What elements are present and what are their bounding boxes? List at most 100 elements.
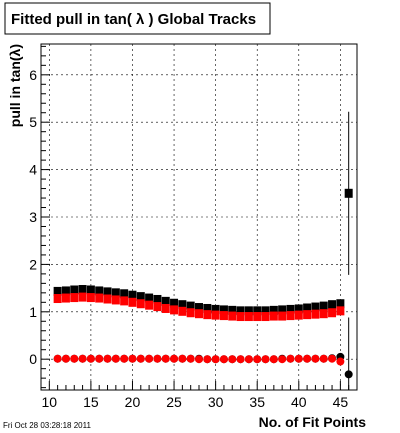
axis-ticks (40, 45, 358, 390)
square-marker (186, 301, 195, 311)
square-marker (211, 304, 220, 314)
y-tick-label: 0 (29, 351, 37, 367)
square-marker (203, 310, 212, 320)
square-marker (336, 306, 345, 316)
circle-marker (61, 354, 70, 363)
square-marker (253, 306, 262, 316)
square-marker (294, 304, 303, 314)
square-marker (278, 311, 287, 321)
square-marker (294, 310, 303, 320)
square-marker (253, 312, 262, 322)
square-marker (61, 286, 70, 296)
x-tick-label: 10 (42, 394, 58, 410)
square-marker (286, 304, 295, 314)
square-marker (286, 311, 295, 321)
circle-marker (195, 355, 203, 364)
circle-marker (278, 355, 287, 364)
square-marker (203, 303, 212, 313)
square-marker (120, 296, 129, 306)
square-marker (78, 285, 87, 295)
square-marker (170, 298, 179, 308)
square-marker (236, 306, 245, 316)
square-marker (86, 293, 95, 303)
square-marker (61, 293, 70, 303)
circle-marker (120, 354, 129, 363)
square-marker (303, 310, 312, 320)
circle-marker (145, 354, 154, 363)
circle-marker (344, 370, 353, 379)
square-marker (95, 286, 104, 296)
circle-marker (269, 355, 278, 364)
y-tick-labels: 0 1 2 3 4 5 6 (29, 67, 37, 367)
square-marker (145, 293, 154, 303)
square-marker (95, 293, 104, 303)
square-marker (219, 305, 228, 315)
square-marker (161, 296, 170, 306)
circle-marker (261, 355, 270, 364)
square-marker (86, 285, 95, 295)
circle-marker (111, 354, 120, 363)
square-marker (136, 299, 145, 309)
circle-marker (211, 355, 220, 364)
y-tick-label: 6 (29, 67, 37, 83)
square-marker (136, 292, 145, 302)
square-marker (103, 294, 112, 304)
circle-marker (303, 354, 312, 363)
square-marker (153, 302, 162, 312)
circle-marker (70, 354, 79, 363)
square-marker (211, 310, 220, 320)
square-marker (195, 303, 203, 313)
y-tick-label: 4 (29, 162, 37, 178)
circle-marker (244, 355, 253, 364)
circle-marker (294, 354, 303, 363)
y-tick-label: 5 (29, 114, 37, 130)
circle-marker (178, 354, 187, 363)
circle-marker (186, 354, 195, 363)
square-marker (219, 311, 228, 321)
circle-marker (86, 354, 95, 363)
x-axis-title: No. of Fit Points (259, 414, 367, 430)
chart-title: Fitted pull in tan( λ ) Global Tracks (11, 11, 256, 28)
square-marker (244, 312, 253, 322)
title-box (4, 2, 271, 35)
square-marker (269, 311, 278, 321)
square-marker (178, 306, 187, 316)
square-marker (336, 299, 345, 309)
square-marker (228, 305, 237, 315)
square-marker (261, 306, 270, 316)
circle-marker (286, 354, 295, 363)
square-marker (186, 308, 195, 318)
square-marker (70, 285, 79, 295)
circle-marker (128, 354, 137, 363)
square-marker (120, 289, 129, 299)
circle-marker (53, 354, 62, 363)
square-marker (161, 303, 170, 313)
square-marker (319, 309, 328, 319)
y-axis-title: pull in tan(λ) (7, 44, 23, 127)
x-tick-label: 15 (83, 394, 99, 410)
circle-marker (103, 354, 112, 363)
square-marker (53, 286, 62, 296)
footer-timestamp: Fri Oct 28 03:28:18 2011 (3, 421, 91, 430)
x-tick-label: 45 (333, 394, 349, 410)
square-marker (128, 297, 137, 307)
square-marker (278, 305, 287, 315)
circle-marker (319, 354, 328, 363)
circle-marker (78, 354, 87, 363)
x-tick-label: 20 (125, 394, 141, 410)
square-marker (261, 312, 270, 322)
circle-marker (95, 354, 104, 363)
circle-marker (203, 355, 212, 364)
circle-marker (236, 355, 245, 364)
square-marker (111, 288, 120, 298)
y-tick-label: 2 (29, 256, 37, 272)
square-marker (195, 309, 203, 319)
square-marker (78, 292, 87, 302)
square-marker (111, 295, 120, 305)
square-marker (311, 302, 320, 312)
circle-marker (253, 355, 262, 364)
y-tick-label: 1 (29, 304, 37, 320)
square-marker (128, 290, 137, 300)
